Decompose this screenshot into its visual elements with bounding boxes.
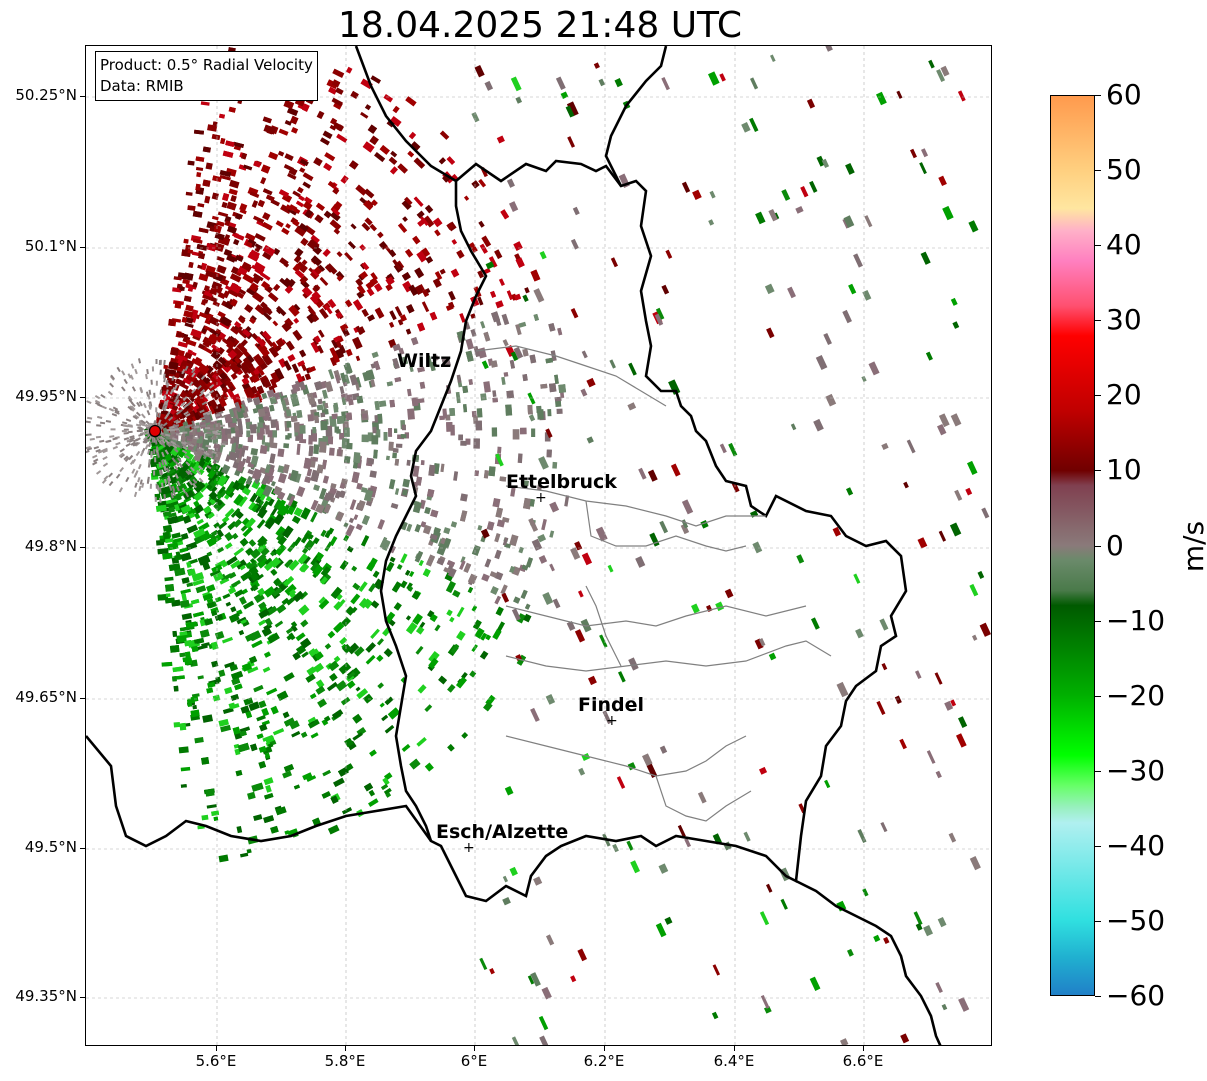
- colorbar-tick-label: −30: [1106, 753, 1166, 787]
- lat-tick-label: 49.8°N: [24, 537, 77, 555]
- lon-tick-label: 5.8°E: [324, 1052, 366, 1070]
- canton-boundary-7: [655, 775, 752, 822]
- colorbar-tick-label: 50: [1106, 153, 1142, 187]
- canton-boundary-4: [505, 605, 807, 627]
- lon-tick-label: 6.6°E: [842, 1052, 884, 1070]
- lat-tick-label: 49.35°N: [15, 987, 77, 1005]
- lat-tick-label: 49.95°N: [15, 387, 77, 405]
- info-box: Product: 0.5° Radial Velocity Data: RMIB: [95, 51, 318, 101]
- colorbar-tick-label: −10: [1106, 603, 1166, 637]
- country-border-luxembourg: [379, 159, 908, 903]
- lat-tick-label: 50.25°N: [15, 86, 77, 104]
- colorbar-tick-label: 60: [1106, 78, 1142, 111]
- canton-boundary-1: [475, 345, 667, 407]
- country-border-north: [604, 46, 668, 187]
- lon-tick-label: 6.4°E: [713, 1052, 755, 1070]
- city-marker-icon: +: [606, 713, 618, 729]
- colorbar-unit-label: m/s: [1177, 520, 1207, 573]
- colorbar-tick-label: 20: [1106, 378, 1142, 412]
- data-source-label: Data: RMIB: [100, 77, 184, 95]
- lat-tick-label: 50.1°N: [24, 237, 77, 255]
- colorbar-tick-label: 40: [1106, 228, 1142, 262]
- lon-tick-label: 6.2°E: [583, 1052, 625, 1070]
- canton-boundary-3: [585, 500, 747, 552]
- gridlines: [86, 46, 991, 1045]
- city-marker-icon: +: [535, 490, 547, 506]
- city-label-wiltz: Wiltz: [397, 350, 452, 372]
- city-label-esch-alzette: Esch/Alzette: [436, 821, 569, 843]
- colorbar-tick-label: −40: [1106, 828, 1166, 862]
- lon-tick-label: 6°E: [460, 1052, 488, 1070]
- colorbar-tick-label: −20: [1106, 678, 1166, 712]
- border-layer: [86, 46, 942, 1045]
- lon-tick-label: 5.6°E: [195, 1052, 237, 1070]
- city-marker-icon: +: [463, 840, 475, 856]
- colorbar-tick-label: 30: [1106, 303, 1142, 337]
- lat-tick-label: 49.5°N: [24, 838, 77, 856]
- canton-boundary-2: [505, 485, 766, 527]
- country-border-west: [86, 735, 433, 848]
- canton-boundary-8: [585, 585, 622, 667]
- colorbar-tick-label: −60: [1106, 979, 1166, 1012]
- radar-map-canvas: [86, 46, 991, 1045]
- velocity-echo-layer: [86, 46, 991, 1045]
- colorbar-tick-label: −50: [1106, 903, 1166, 937]
- product-label: Product: 0.5° Radial Velocity: [100, 56, 313, 74]
- colorbar-tick-label: 10: [1106, 453, 1142, 487]
- country-border-east: [795, 879, 942, 1045]
- colorbar-tick-label: 0: [1106, 528, 1124, 562]
- radar-map[interactable]: [85, 45, 992, 1046]
- lat-tick-label: 49.65°N: [15, 688, 77, 706]
- radar-site-marker: [148, 424, 162, 438]
- city-label-findel: Findel: [578, 694, 645, 716]
- canton-boundary-5: [505, 640, 832, 672]
- velocity-colorbar: [1050, 95, 1095, 996]
- canton-boundary-6: [505, 735, 747, 777]
- chart-title: 18.04.2025 21:48 UTC: [337, 5, 743, 46]
- city-label-ettelbruck: Ettelbruck: [506, 471, 617, 493]
- country-border-northwest: [354, 46, 457, 183]
